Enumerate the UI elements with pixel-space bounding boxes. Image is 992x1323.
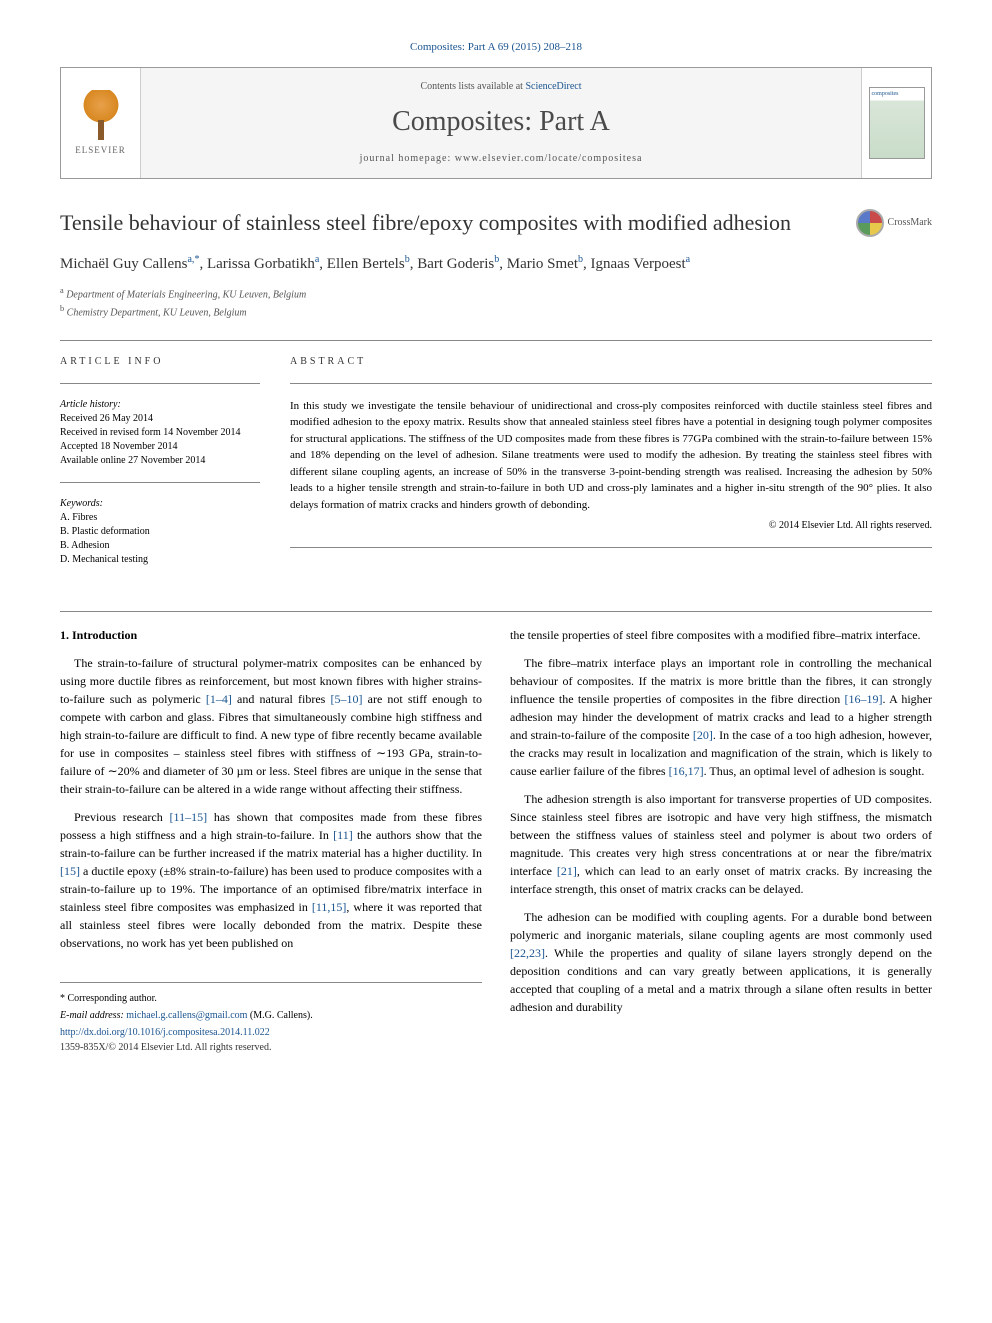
author: Ignaas Verpoest <box>591 256 686 272</box>
author-affil-sup: b <box>494 254 499 265</box>
author-affil-sup: a <box>315 254 319 265</box>
citation-link[interactable]: [15] <box>60 864 80 878</box>
doi-link[interactable]: http://dx.doi.org/10.1016/j.compositesa.… <box>60 1025 482 1040</box>
author-affil-sup: b <box>405 254 410 265</box>
author: Mario Smet <box>507 256 578 272</box>
footer-block: * Corresponding author. E-mail address: … <box>60 982 482 1055</box>
publisher-label: ELSEVIER <box>75 144 126 157</box>
paragraph: the tensile properties of steel fibre co… <box>510 626 932 644</box>
article-info: ARTICLE INFO Article history: Received 2… <box>60 355 260 581</box>
crossmark-icon <box>856 209 884 237</box>
affiliation: a Department of Materials Engineering, K… <box>60 285 932 302</box>
sciencedirect-link[interactable]: ScienceDirect <box>525 81 581 92</box>
paragraph: The adhesion can be modified with coupli… <box>510 908 932 1016</box>
elsevier-tree-icon <box>76 90 126 140</box>
journal-cover: composites <box>861 68 931 177</box>
keyword: A. Fibres <box>60 511 260 525</box>
author: Bart Goderis <box>417 256 494 272</box>
author-affil-sup: a <box>686 254 690 265</box>
affiliations: a Department of Materials Engineering, K… <box>60 285 932 320</box>
citation-link[interactable]: [5–10] <box>330 692 362 706</box>
cover-thumbnail: composites <box>869 87 925 159</box>
divider <box>60 340 932 341</box>
article-title: Tensile behaviour of stainless steel fib… <box>60 209 856 238</box>
journal-homepage: journal homepage: www.elsevier.com/locat… <box>153 152 849 166</box>
keyword: B. Adhesion <box>60 539 260 553</box>
citation-link[interactable]: [11–15] <box>170 810 208 824</box>
email-line: E-mail address: michael.g.callens@gmail.… <box>60 1008 482 1023</box>
contents-available: Contents lists available at ScienceDirec… <box>153 80 849 94</box>
authors-line: Michaël Guy Callensa,*, Larissa Gorbatik… <box>60 253 932 275</box>
right-column: the tensile properties of steel fibre co… <box>510 626 932 1055</box>
citation-link[interactable]: [16–19] <box>844 692 882 706</box>
abstract-heading: ABSTRACT <box>290 355 932 369</box>
contents-prefix: Contents lists available at <box>420 81 525 92</box>
history-item: Accepted 18 November 2014 <box>60 440 260 454</box>
journal-header: ELSEVIER Contents lists available at Sci… <box>60 67 932 178</box>
divider <box>60 383 260 384</box>
abstract-text: In this study we investigate the tensile… <box>290 398 932 514</box>
citation-link[interactable]: [1–4] <box>206 692 232 706</box>
affiliation: b Chemistry Department, KU Leuven, Belgi… <box>60 303 932 320</box>
history-item: Received in revised form 14 November 201… <box>60 426 260 440</box>
keyword: B. Plastic deformation <box>60 525 260 539</box>
author: Michaël Guy Callens <box>60 256 187 272</box>
keywords-block: Keywords: A. Fibres B. Plastic deformati… <box>60 497 260 567</box>
citation-link[interactable]: [11] <box>333 828 353 842</box>
citation-link[interactable]: [20] <box>693 728 713 742</box>
abstract-column: ABSTRACT In this study we investigate th… <box>290 355 932 581</box>
keywords-label: Keywords: <box>60 497 260 511</box>
email-link[interactable]: michael.g.callens@gmail.com <box>126 1010 247 1021</box>
section-heading: 1. Introduction <box>60 626 482 644</box>
paragraph: The fibre–matrix interface plays an impo… <box>510 654 932 780</box>
author-affil-sup: b <box>578 254 583 265</box>
corresponding-author: * Corresponding author. <box>60 991 482 1006</box>
divider <box>60 611 932 612</box>
homepage-url[interactable]: www.elsevier.com/locate/compositesa <box>455 153 643 164</box>
citation-link[interactable]: [16,17] <box>669 764 704 778</box>
citation-line: Composites: Part A 69 (2015) 208–218 <box>60 40 932 55</box>
info-heading: ARTICLE INFO <box>60 355 260 369</box>
history-label: Article history: <box>60 398 260 412</box>
paragraph: Previous research [11–15] has shown that… <box>60 808 482 952</box>
divider <box>290 547 932 548</box>
citation-link[interactable]: [11,15] <box>312 900 347 914</box>
abstract-copyright: © 2014 Elsevier Ltd. All rights reserved… <box>290 519 932 533</box>
keyword: D. Mechanical testing <box>60 553 260 567</box>
divider <box>290 383 932 384</box>
history-item: Available online 27 November 2014 <box>60 454 260 468</box>
paragraph: The strain-to-failure of structural poly… <box>60 654 482 798</box>
header-center: Contents lists available at ScienceDirec… <box>141 68 861 177</box>
author: Larissa Gorbatikh <box>207 256 315 272</box>
body-columns: 1. Introduction The strain-to-failure of… <box>60 626 932 1055</box>
issn-copyright: 1359-835X/© 2014 Elsevier Ltd. All right… <box>60 1040 482 1055</box>
divider <box>60 482 260 483</box>
paragraph: The adhesion strength is also important … <box>510 790 932 898</box>
citation-link[interactable]: [22,23] <box>510 946 545 960</box>
publisher-logo: ELSEVIER <box>61 68 141 177</box>
article-history: Article history: Received 26 May 2014 Re… <box>60 398 260 468</box>
author-affil-sup: a,* <box>187 254 199 265</box>
citation-link[interactable]: [21] <box>557 864 577 878</box>
journal-name: Composites: Part A <box>153 102 849 141</box>
crossmark-badge[interactable]: CrossMark <box>856 209 932 237</box>
author: Ellen Bertels <box>327 256 405 272</box>
crossmark-label: CrossMark <box>888 216 932 230</box>
history-item: Received 26 May 2014 <box>60 412 260 426</box>
homepage-prefix: journal homepage: <box>360 153 455 164</box>
left-column: 1. Introduction The strain-to-failure of… <box>60 626 482 1055</box>
